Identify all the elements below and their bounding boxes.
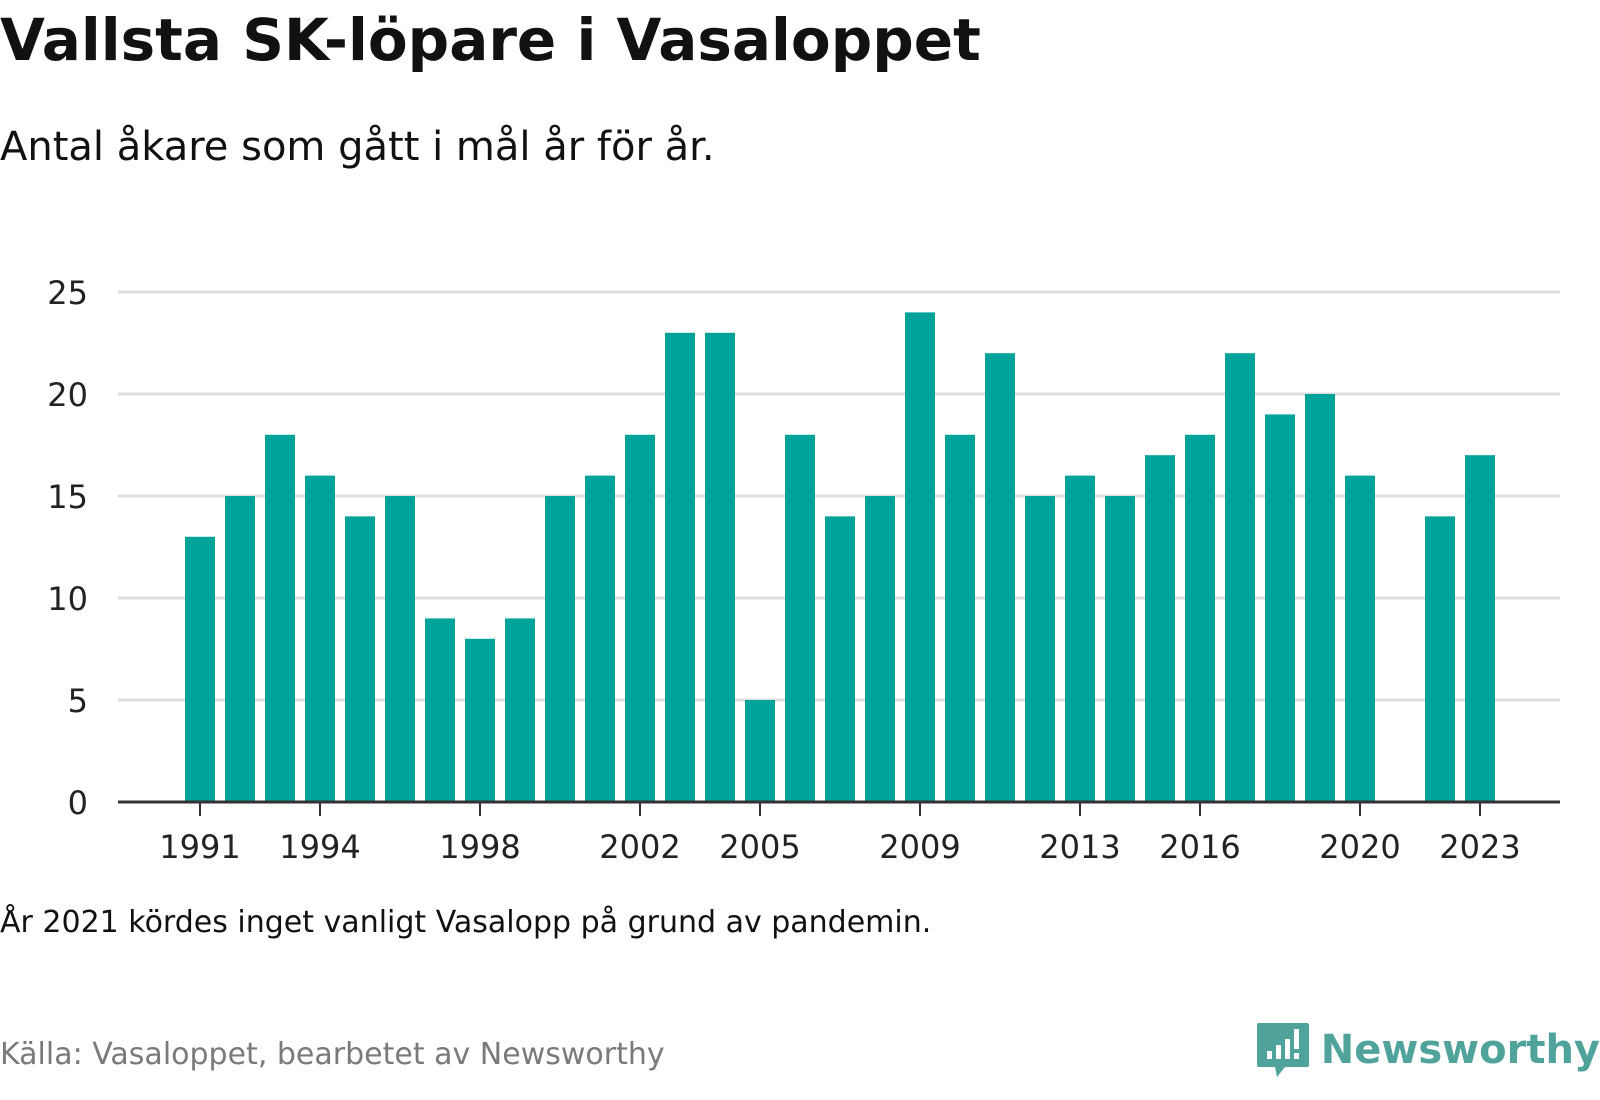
bar-1995 [345,516,375,802]
bar-2017 [1225,353,1255,802]
bar-1993 [265,434,295,802]
bar-1999 [505,618,535,802]
bar-2005 [745,700,775,802]
axes: 0 5 10 15 20 25 1991 1994 1998 2002 2005 2009 2013 20… [47,274,1560,866]
bar-1998 [465,638,495,802]
bar-2015 [1145,455,1175,802]
bar-2011 [985,353,1015,802]
bar-2009 [905,312,935,802]
y-tick-label: 15 [47,478,88,516]
bar-2004 [705,332,735,802]
newsworthy-logo-icon [1256,1023,1309,1077]
bars [185,312,1495,802]
chart-title: Vallsta SK-löpare i Vasaloppet [0,6,981,74]
y-tick-label: 20 [47,376,88,414]
brand-name: Newsworthy [1320,1027,1600,1073]
bar-2014 [1105,496,1135,802]
x-tick-label: 1994 [279,828,360,866]
chart-subtitle: Antal åkare som gått i mål år för år. [0,124,715,170]
bar-2003 [665,332,695,802]
brand-logo: Newsworthy [1255,1021,1600,1079]
source-credit: Källa: Vasaloppet, bearbetet av Newswort… [0,1037,665,1072]
x-tick-label: 2002 [599,828,680,866]
bar-2008 [865,496,895,802]
x-tick-label: 2013 [1039,828,1120,866]
bar-2020 [1345,475,1375,802]
y-tick-label: 0 [68,784,88,822]
bar-2022 [1425,516,1455,802]
y-tick-label: 5 [68,682,88,720]
bar-2023 [1465,455,1495,802]
x-tick-label: 2009 [879,828,960,866]
bar-2007 [825,516,855,802]
chart-footnote: År 2021 kördes inget vanligt Vasalopp på… [0,905,932,940]
bar-1992 [225,496,255,802]
x-tick-label: 2016 [1159,828,1240,866]
x-tick-label: 2020 [1319,828,1400,866]
bar-2010 [945,434,975,802]
x-tick-label: 2023 [1439,828,1520,866]
bar-1991 [185,536,215,802]
bar-2019 [1305,394,1335,802]
bar-1997 [425,618,455,802]
bar-2006 [785,434,815,802]
x-tick-label: 1991 [159,828,240,866]
bar-2012 [1025,496,1055,802]
bar-2000 [545,496,575,802]
x-tick-label: 1998 [439,828,520,866]
bar-2016 [1185,434,1215,802]
bar-1996 [385,496,415,802]
y-tick-label: 25 [47,274,88,312]
bar-2001 [585,475,615,802]
bar-1994 [305,475,335,802]
bar-2013 [1065,475,1095,802]
y-tick-label: 10 [47,580,88,618]
bar-2018 [1265,414,1295,802]
x-tick-label: 2005 [719,828,800,866]
bar-2002 [625,434,655,802]
